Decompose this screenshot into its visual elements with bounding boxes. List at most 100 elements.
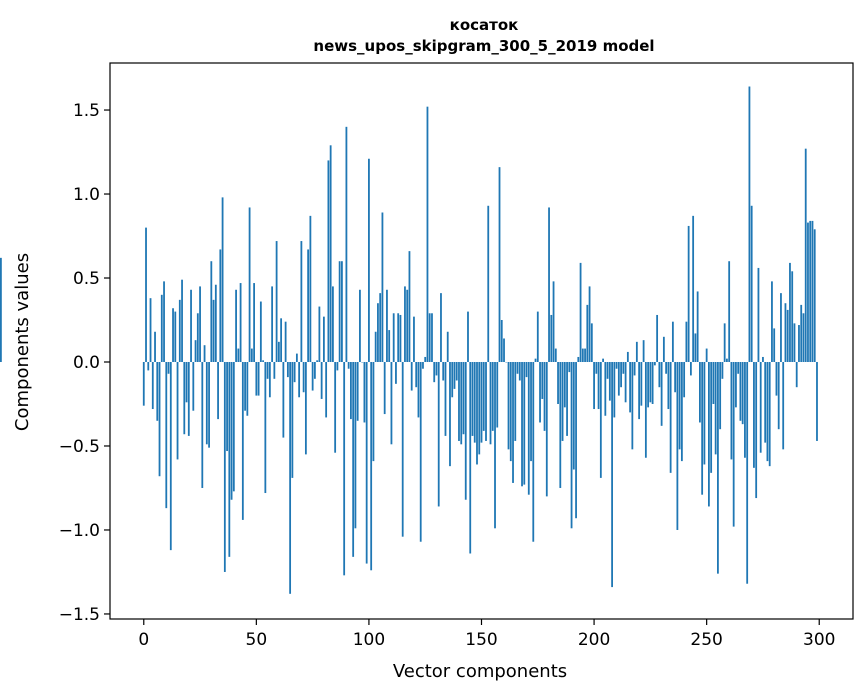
bar-83: [329, 145, 332, 362]
x-tick-label-300: 300: [803, 630, 835, 650]
bar-49: [253, 283, 255, 362]
bar-45: [244, 362, 246, 411]
bar-205: [604, 362, 607, 416]
bar-9: [163, 281, 165, 362]
bar-37: [226, 362, 228, 452]
bar-279: [771, 281, 773, 362]
x-axis: 0 50 100 150 200 250 300: [138, 619, 835, 650]
bar-267: [744, 362, 746, 458]
bar-273: [757, 267, 760, 362]
chart-title: косаток: [450, 16, 519, 34]
bar-297: [811, 220, 814, 362]
bar-125: [424, 356, 427, 362]
bar-98: [363, 362, 366, 423]
bar-266: [741, 362, 744, 425]
bar-108: [386, 289, 388, 362]
bar-44: [241, 362, 244, 520]
bar-281: [775, 362, 778, 396]
bar-242: [687, 225, 690, 362]
bar-116: [404, 286, 406, 362]
bar-17: [181, 279, 183, 362]
bar-113: [397, 313, 400, 362]
bar-91: [347, 362, 350, 369]
bar-230: [660, 362, 663, 426]
bar-90: [345, 126, 348, 362]
bar-198: [588, 286, 591, 362]
bar-92: [350, 362, 352, 420]
bar-176: [539, 362, 541, 423]
bar-135: [446, 331, 449, 362]
bar-70: [300, 241, 303, 362]
y-tick-label-5: 1.0: [73, 185, 100, 205]
bar-138: [453, 362, 456, 389]
bar-216: [629, 362, 631, 413]
bar-145: [469, 362, 472, 554]
bar-260: [728, 261, 731, 362]
bar-10: [165, 362, 168, 509]
bar-258: [723, 323, 726, 362]
bar-111: [392, 313, 395, 362]
bar-15: [176, 362, 179, 460]
bar-264: [737, 362, 740, 374]
bar-112: [395, 362, 397, 384]
bar-270: [750, 205, 753, 362]
bar-257: [721, 362, 724, 379]
bar-153: [487, 205, 490, 362]
bar-262: [732, 362, 735, 527]
bar-284: [782, 362, 785, 450]
bar-179: [545, 362, 548, 497]
bar-95: [356, 362, 359, 421]
bar-19: [185, 362, 188, 403]
bar-89: [343, 362, 346, 576]
bar-181: [550, 314, 553, 362]
x-tick-label-100: 100: [353, 630, 385, 650]
bar-34: [219, 249, 222, 362]
bar-162: [507, 362, 510, 450]
bar-213: [622, 362, 625, 374]
bar-172: [530, 362, 532, 462]
bar-211: [617, 362, 620, 396]
bar-2: [147, 362, 150, 371]
bar-212: [620, 362, 622, 388]
bar-229: [658, 362, 661, 388]
bar-293: [802, 313, 805, 362]
bar-148: [476, 362, 478, 465]
bar-292: [800, 304, 803, 362]
bar-245: [694, 333, 697, 362]
bar-47: [248, 207, 251, 362]
bar-183: [554, 348, 557, 362]
bar-21: [190, 289, 192, 362]
bar-85: [334, 362, 337, 453]
bar-114: [399, 314, 402, 362]
bar-68: [295, 353, 298, 362]
bar-283: [780, 293, 782, 362]
bar-246: [696, 291, 699, 362]
bar-237: [676, 362, 679, 530]
bar-75: [311, 362, 314, 391]
bar-142: [462, 362, 465, 435]
bar-38: [228, 362, 231, 557]
bar-167: [518, 362, 521, 381]
bar-0: [142, 362, 145, 406]
bar-146: [471, 362, 474, 436]
bar-190: [570, 362, 573, 529]
bar-261: [730, 362, 733, 460]
bar-107: [383, 362, 386, 415]
bar-255: [717, 362, 719, 574]
bar-140: [458, 362, 460, 441]
bar-18: [183, 362, 186, 435]
bar-100: [368, 158, 370, 362]
bar-276: [764, 362, 767, 443]
bar-30: [210, 261, 213, 362]
bar-3: [149, 298, 152, 362]
bar-269: [748, 86, 751, 363]
bar-55: [266, 362, 269, 379]
bar-214: [624, 362, 627, 403]
bar-185: [559, 362, 562, 488]
bar-163: [509, 362, 512, 462]
bar-122: [417, 362, 420, 418]
bar-193: [577, 356, 580, 362]
bar-296: [809, 220, 812, 362]
bar-254: [714, 362, 717, 455]
